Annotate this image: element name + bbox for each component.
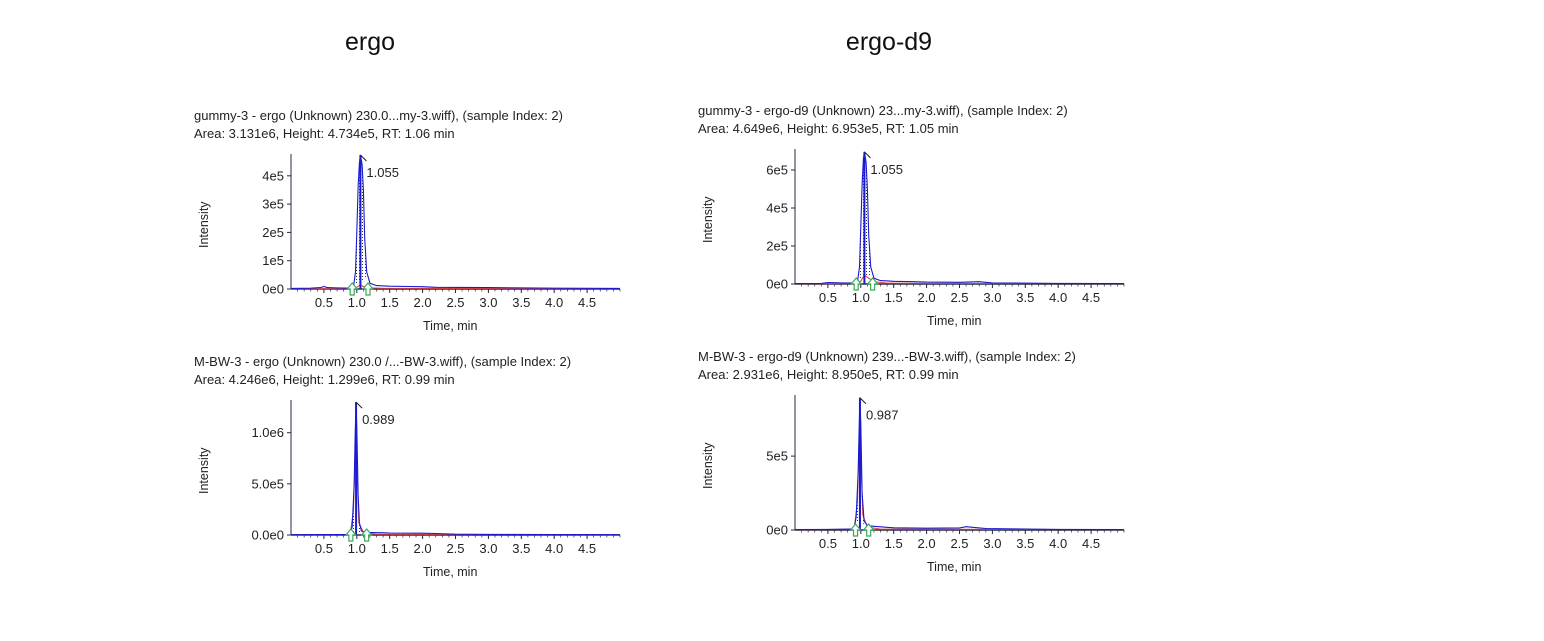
y-tick-label: 0e0 bbox=[262, 282, 284, 297]
x-tick-label: 3.0 bbox=[479, 295, 497, 310]
x-tick-label: 2.0 bbox=[918, 290, 936, 305]
chromatogram-ergo-d9-mbw: M-BW-3 - ergo-d9 (Unknown) 239...-BW-3.w… bbox=[698, 349, 1138, 589]
x-tick-label: 2.0 bbox=[414, 541, 432, 556]
integrated-area bbox=[350, 404, 367, 533]
primary-trace bbox=[794, 151, 1125, 285]
x-tick-label: 3.0 bbox=[983, 290, 1001, 305]
column-title-ergo-d9: ergo-d9 bbox=[845, 28, 933, 56]
x-tick-label: 1.5 bbox=[885, 290, 903, 305]
x-tick-label: 0.5 bbox=[315, 541, 333, 556]
chromatogram-ergo-mbw: M-BW-3 - ergo (Unknown) 230.0 /...-BW-3.… bbox=[194, 354, 634, 594]
y-tick-label: 2e5 bbox=[766, 239, 788, 254]
chart-stats: Area: 2.931e6, Height: 8.950e5, RT: 0.99… bbox=[698, 367, 959, 382]
integration-marker-icon bbox=[360, 528, 373, 542]
peak-rt-label: 0.987 bbox=[866, 408, 899, 423]
peak-flag bbox=[864, 151, 871, 159]
integration-marker-icon bbox=[849, 523, 862, 537]
x-tick-label: 1.0 bbox=[348, 541, 366, 556]
y-tick-label: 1e5 bbox=[262, 253, 284, 268]
chromatogram-ergo-gummy: gummy-3 - ergo (Unknown) 230.0...my-3.wi… bbox=[194, 108, 634, 348]
primary-trace bbox=[290, 154, 621, 289]
chart-plot-area: 0e0 2e5 4e5 6e5 0.5 1.0 1.5 2.0 2.5 3.0 3.5 4.0 4.5 1… bbox=[766, 149, 1125, 305]
x-tick-label: 1.5 bbox=[885, 536, 903, 551]
integration-marker-icon bbox=[849, 277, 863, 291]
y-tick-label: 0e0 bbox=[766, 523, 788, 538]
chart-plot-area: 0e0 5e5 0.5 1.0 1.5 2.0 2.5 3.0 3.5 4.0 4.5 0.987 bbox=[766, 395, 1125, 551]
chart-plot-area: 0e0 1e5 2e5 3e5 4e5 0.5 1.0 1.5 2.0 2.5 3.0 3.5 4.0 4… bbox=[262, 154, 621, 310]
chart-header: M-BW-3 - ergo-d9 (Unknown) 239...-BW-3.w… bbox=[698, 349, 1076, 364]
x-tick-label: 0.5 bbox=[819, 290, 837, 305]
chart-stats: Area: 3.131e6, Height: 4.734e5, RT: 1.06… bbox=[194, 126, 455, 141]
x-tick-label: 3.5 bbox=[1016, 536, 1034, 551]
chart-header: M-BW-3 - ergo (Unknown) 230.0 /...-BW-3.… bbox=[194, 354, 572, 369]
peak-flag bbox=[859, 397, 867, 405]
y-tick-label: 4e5 bbox=[262, 168, 284, 183]
y-tick-label: 5e5 bbox=[766, 449, 788, 464]
x-axis-label: Time, min bbox=[927, 314, 982, 328]
x-axis-label: Time, min bbox=[423, 319, 478, 333]
x-tick-label: 3.0 bbox=[479, 541, 497, 556]
x-tick-label: 2.5 bbox=[950, 290, 968, 305]
x-tick-label: 0.5 bbox=[819, 536, 837, 551]
y-tick-label: 2e5 bbox=[262, 225, 284, 240]
integration-marker-icon bbox=[344, 528, 358, 542]
x-tick-label: 0.5 bbox=[315, 295, 333, 310]
x-tick-label: 4.0 bbox=[1049, 536, 1067, 551]
column-title-ergo: ergo bbox=[344, 28, 396, 56]
y-tick-label: 0.0e0 bbox=[251, 528, 284, 543]
x-axis-label: Time, min bbox=[927, 560, 982, 574]
chromatogram-ergo-d9-gummy: gummy-3 - ergo-d9 (Unknown) 23...my-3.wi… bbox=[698, 103, 1138, 343]
y-tick-label: 5.0e5 bbox=[251, 476, 284, 491]
y-tick-label: 0e0 bbox=[766, 277, 788, 292]
x-tick-label: 4.5 bbox=[1082, 536, 1100, 551]
peak-rt-label: 1.055 bbox=[870, 162, 903, 177]
x-tick-label: 4.5 bbox=[1082, 290, 1100, 305]
x-axis-label: Time, min bbox=[423, 565, 478, 579]
integration-marker-icon bbox=[345, 282, 359, 296]
integrated-area bbox=[855, 402, 869, 526]
y-tick-label: 6e5 bbox=[766, 163, 788, 178]
x-tick-label: 4.0 bbox=[1049, 290, 1067, 305]
y-tick-label: 3e5 bbox=[262, 197, 284, 212]
x-tick-label: 3.5 bbox=[512, 541, 530, 556]
secondary-trace bbox=[794, 422, 1125, 531]
chart-stats: Area: 4.246e6, Height: 1.299e6, RT: 0.99… bbox=[194, 372, 455, 387]
x-tick-label: 1.5 bbox=[381, 295, 399, 310]
x-tick-label: 3.0 bbox=[983, 536, 1001, 551]
x-tick-label: 4.5 bbox=[578, 295, 596, 310]
integration-marker-icon bbox=[866, 277, 879, 291]
x-tick-label: 2.5 bbox=[446, 541, 464, 556]
peak-flag bbox=[360, 154, 367, 162]
x-tick-label: 2.0 bbox=[918, 536, 936, 551]
integration-marker-icon bbox=[361, 282, 375, 296]
primary-trace bbox=[290, 402, 621, 536]
secondary-trace bbox=[290, 438, 621, 536]
chart-header: gummy-3 - ergo-d9 (Unknown) 23...my-3.wi… bbox=[698, 103, 1068, 118]
y-tick-label: 1.0e6 bbox=[251, 425, 284, 440]
peak-flag bbox=[355, 401, 363, 409]
integration-marker-icon bbox=[862, 523, 875, 537]
x-tick-label: 4.5 bbox=[578, 541, 596, 556]
y-tick-label: 4e5 bbox=[766, 201, 788, 216]
x-tick-label: 2.5 bbox=[446, 295, 464, 310]
x-tick-label: 1.5 bbox=[381, 541, 399, 556]
x-tick-label: 2.0 bbox=[414, 295, 432, 310]
primary-trace bbox=[794, 397, 1125, 531]
peak-rt-label: 1.055 bbox=[366, 165, 399, 180]
chart-header: gummy-3 - ergo (Unknown) 230.0...my-3.wi… bbox=[194, 108, 563, 123]
chart-stats: Area: 4.649e6, Height: 6.953e5, RT: 1.05… bbox=[698, 121, 959, 136]
x-tick-label: 3.5 bbox=[512, 295, 530, 310]
x-tick-label: 2.5 bbox=[950, 536, 968, 551]
x-tick-label: 4.0 bbox=[545, 295, 563, 310]
x-tick-label: 4.0 bbox=[545, 541, 563, 556]
peak-rt-label: 0.989 bbox=[362, 412, 395, 427]
x-tick-label: 1.0 bbox=[348, 295, 366, 310]
chart-plot-area: 0.0e0 5.0e5 1.0e6 0.5 1.0 1.5 2.0 2.5 3.0 3.5 4.0 4… bbox=[251, 400, 621, 556]
x-tick-label: 1.0 bbox=[852, 290, 870, 305]
x-tick-label: 1.0 bbox=[852, 536, 870, 551]
x-tick-label: 3.5 bbox=[1016, 290, 1034, 305]
